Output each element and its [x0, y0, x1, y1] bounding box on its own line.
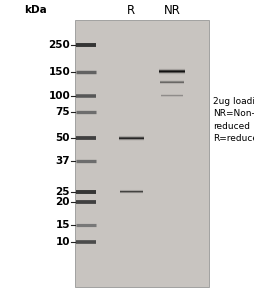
Text: 150: 150: [48, 67, 70, 76]
Text: 25: 25: [55, 187, 70, 197]
Text: 50: 50: [55, 133, 70, 143]
Text: 100: 100: [48, 91, 70, 100]
Text: kDa: kDa: [24, 4, 47, 15]
Text: 2ug loading
NR=Non-
reduced
R=reduced: 2ug loading NR=Non- reduced R=reduced: [212, 97, 254, 143]
Text: 37: 37: [55, 156, 70, 166]
Text: 10: 10: [55, 237, 70, 248]
Text: 20: 20: [55, 197, 70, 207]
Bar: [75, 20, 208, 286]
Text: 250: 250: [48, 40, 70, 50]
Text: NR: NR: [163, 4, 180, 17]
Text: R: R: [127, 4, 135, 17]
Text: 75: 75: [55, 106, 70, 117]
Text: 15: 15: [55, 220, 70, 230]
